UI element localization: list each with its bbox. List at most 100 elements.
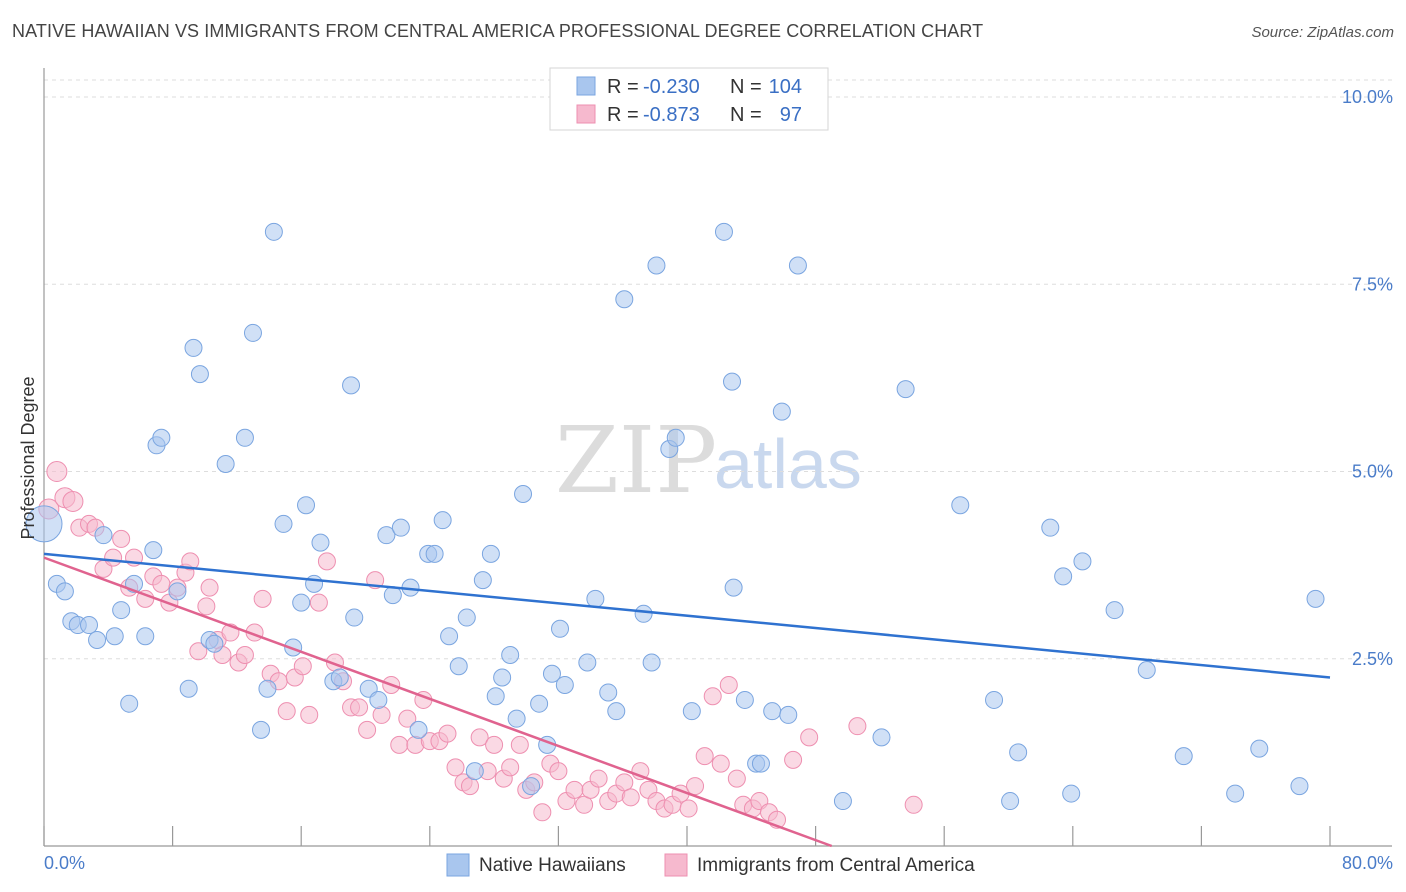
point-native-hawaiians — [377, 526, 396, 545]
axes — [43, 68, 1392, 847]
point-native-hawaiians — [507, 709, 526, 728]
point-native-hawaiians — [1290, 777, 1309, 796]
point-immigrants — [358, 720, 377, 739]
point-native-hawaiians — [184, 338, 203, 357]
point-native-hawaiians — [1001, 792, 1020, 811]
series-legend: Native Hawaiians Immigrants from Central… — [446, 853, 975, 877]
point-native-hawaiians — [235, 428, 254, 447]
point-native-hawaiians — [258, 679, 277, 698]
point-native-hawaiians — [530, 694, 549, 713]
point-native-hawaiians — [311, 533, 330, 552]
point-native-hawaiians — [457, 608, 476, 627]
point-native-hawaiians — [88, 631, 107, 650]
point-native-hawaiians — [634, 604, 653, 623]
point-immigrants — [309, 593, 328, 612]
point-native-hawaiians — [951, 496, 970, 515]
point-native-hawaiians — [647, 256, 666, 275]
point-native-hawaiians — [1174, 747, 1193, 766]
point-immigrants — [686, 777, 705, 796]
watermark: ZIP atlas — [555, 407, 862, 514]
trend-lines — [43, 552, 1331, 848]
point-native-hawaiians — [297, 496, 316, 515]
point-immigrants — [695, 747, 714, 766]
point-native-hawaiians — [896, 380, 915, 399]
point-native-hawaiians — [425, 544, 444, 563]
point-immigrants — [615, 773, 634, 792]
point-native-hawaiians — [586, 589, 605, 608]
point-native-hawaiians — [985, 690, 1004, 709]
legend-r-value-1: -0.230 — [643, 76, 700, 98]
point-native-hawaiians — [551, 619, 570, 638]
point-native-hawaiians — [345, 608, 364, 627]
point-native-hawaiians — [243, 323, 262, 342]
point-immigrants — [438, 724, 457, 743]
point-native-hawaiians — [735, 690, 754, 709]
chart-title: NATIVE HAWAIIAN VS IMMIGRANTS FROM CENTR… — [12, 21, 984, 41]
point-immigrants — [317, 552, 336, 571]
point-native-hawaiians — [112, 601, 131, 620]
point-native-hawaiians — [94, 526, 113, 545]
point-native-hawaiians — [120, 694, 139, 713]
point-immigrants — [904, 795, 923, 814]
point-native-hawaiians — [473, 571, 492, 590]
point-immigrants — [181, 552, 200, 571]
point-native-hawaiians — [723, 372, 742, 391]
point-native-hawaiians — [449, 657, 468, 676]
point-native-hawaiians — [788, 256, 807, 275]
point-immigrants — [277, 702, 296, 721]
point-native-hawaiians — [682, 702, 701, 721]
series-legend-immigrants: Immigrants from Central America — [697, 855, 975, 876]
trendline-immigrants — [43, 556, 833, 848]
point-immigrants — [589, 769, 608, 788]
point-native-hawaiians — [1062, 784, 1081, 803]
point-immigrants — [62, 490, 84, 512]
point-native-hawaiians — [330, 668, 349, 687]
point-native-hawaiians — [1226, 784, 1245, 803]
point-native-hawaiians — [1105, 601, 1124, 620]
point-immigrants — [253, 589, 272, 608]
point-native-hawaiians — [1073, 552, 1092, 571]
legend-swatch-pink — [576, 104, 596, 124]
point-immigrants — [501, 758, 520, 777]
point-native-hawaiians — [724, 578, 743, 597]
point-native-hawaiians — [136, 627, 155, 646]
point-immigrants — [800, 728, 819, 747]
point-immigrants — [390, 735, 409, 754]
point-native-hawaiians — [152, 428, 171, 447]
point-native-hawaiians — [779, 705, 798, 724]
point-native-hawaiians — [168, 582, 187, 601]
point-native-hawaiians — [1306, 589, 1325, 608]
watermark-zip: ZIP — [555, 407, 717, 514]
point-immigrants — [197, 597, 216, 616]
point-native-hawaiians — [433, 511, 452, 530]
point-native-hawaiians — [607, 702, 626, 721]
point-native-hawaiians — [763, 702, 782, 721]
point-native-hawaiians — [1250, 739, 1269, 758]
point-immigrants — [300, 705, 319, 724]
point-immigrants — [533, 803, 552, 822]
point-immigrants — [549, 762, 568, 781]
point-native-hawaiians — [105, 627, 124, 646]
point-immigrants — [784, 750, 803, 769]
point-immigrants — [189, 642, 208, 661]
point-native-hawaiians — [305, 574, 324, 593]
point-native-hawaiians — [542, 664, 561, 683]
legend-r-value-2: -0.873 — [643, 104, 700, 126]
point-native-hawaiians — [190, 365, 209, 384]
point-native-hawaiians — [481, 544, 500, 563]
point-native-hawaiians — [872, 728, 891, 747]
series-legend-swatch-immigrants — [664, 853, 688, 877]
point-native-hawaiians — [284, 638, 303, 657]
stats-legend: R = -0.230 N = 104 R = -0.873 N = 97 — [549, 67, 829, 131]
point-immigrants — [112, 529, 131, 548]
point-native-hawaiians — [493, 668, 512, 687]
point-immigrants — [398, 709, 417, 728]
point-native-hawaiians — [342, 376, 361, 395]
point-native-hawaiians — [501, 646, 520, 665]
point-native-hawaiians — [409, 720, 428, 739]
point-immigrants — [565, 780, 584, 799]
point-native-hawaiians — [1041, 518, 1060, 537]
point-immigrants — [446, 758, 465, 777]
point-native-hawaiians — [25, 505, 63, 543]
point-native-hawaiians — [555, 675, 574, 694]
